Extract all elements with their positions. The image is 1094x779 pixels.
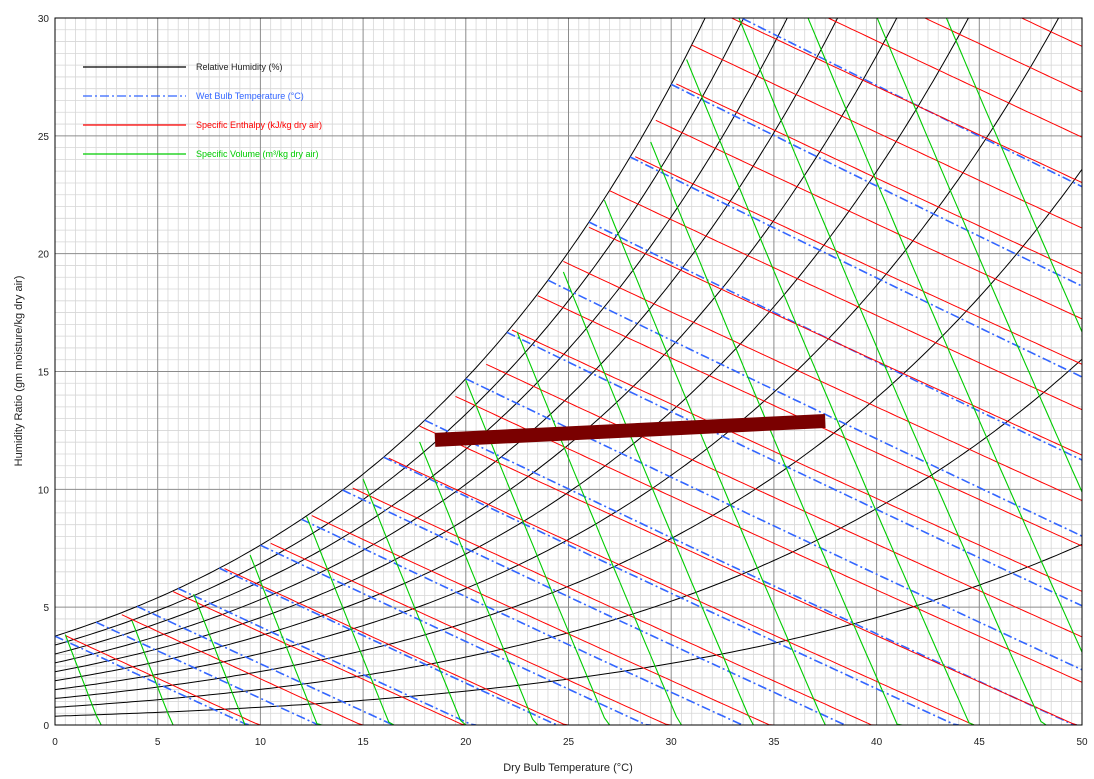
enthalpy-line [455,395,1082,683]
wet-bulb-line [670,83,1082,287]
enthalpy-line [730,18,1082,184]
rh-curve [55,18,706,637]
annotations [434,413,826,447]
rh-curve [55,18,839,664]
legend-label: Relative Humidity (%) [196,62,283,72]
x-axis-label: Dry Bulb Temperature (°C) [503,762,633,774]
wet-bulb-line [629,156,1082,378]
tick-labels: 0 5 10 15 20 25 30 35 40 45 50 0 5 10 15 20 25 30 [38,14,1088,748]
specific-volume-line [306,516,395,725]
legend: Relative Humidity (%) Wet Bulb Temperatur… [83,62,322,159]
y-axis-label: Humidity Ratio (gm moisture/kg dry air) [13,276,25,467]
rh-curve [55,18,969,682]
enthalpy-line [563,260,1082,502]
enthalpy-line [655,119,1082,320]
rh-curve [55,18,898,673]
y-tick-label: 0 [43,721,49,732]
legend-label: Specific Volume (m³/kg dry air) [196,149,319,159]
enthalpy-line [588,226,1082,456]
y-tick-label: 30 [38,14,50,25]
wet-bulb-line [95,621,323,725]
enthalpy-line [609,190,1082,411]
plot-frame [54,17,1083,726]
enthalpy-line [311,515,774,725]
legend-label: Wet Bulb Temperature (°C) [196,91,304,101]
wet-bulb-line [383,456,959,725]
x-tick-label: 40 [871,737,883,748]
enthalpy-line [923,18,1082,93]
specific-volume-line [131,620,174,725]
enthalpy-line [352,487,877,725]
wet-bulb-line [506,331,1082,607]
enthalpy-line [388,457,975,725]
specific-volume-line [64,634,102,725]
wet-bulb-line [547,279,1082,537]
specific-volume-line [249,554,323,725]
specific-volume-line [362,478,467,725]
enthalpy-line [827,18,1082,138]
rh-curve [55,543,1082,717]
x-tick-label: 20 [460,737,472,748]
rh-curve [55,18,745,646]
wet-bulb-line [739,18,1082,188]
wet-bulb-line [136,605,395,725]
specific-volume-line [516,331,682,725]
specific-volume-line [603,199,826,725]
specific-volume-line [686,59,975,725]
x-tick-label: 45 [974,737,986,748]
y-tick-label: 20 [38,250,50,261]
enthalpy-line [270,542,672,725]
process-line [434,413,826,447]
legend-label: Specific Enthalpy (kJ/kg dry air) [196,120,322,130]
enthalpy-line [676,83,1082,274]
specific-volume-line [193,593,246,725]
x-tick-label: 25 [563,737,575,748]
y-tick-label: 10 [38,485,50,496]
enthalpy-line [224,568,569,725]
specific-volume-line [807,18,1082,653]
x-tick-label: 15 [358,737,370,748]
enthalpy-line [172,591,466,725]
rh-curve [55,18,788,655]
wet-bulb-line [301,518,744,725]
x-tick-label: 5 [155,737,161,748]
enthalpy-line [65,635,261,725]
y-tick-label: 5 [43,603,49,614]
x-tick-label: 35 [768,737,780,748]
wet-bulb-line [55,635,251,725]
specific-volume-line [876,18,1082,493]
enthalpy-line [691,44,1082,229]
x-tick-label: 50 [1076,737,1088,748]
enthalpy-line [1020,18,1082,47]
x-tick-label: 0 [52,737,58,748]
curves [55,18,1082,725]
wet-bulb-line [424,419,1078,725]
x-tick-label: 30 [666,737,678,748]
specific-volume-line [650,141,903,725]
enthalpy-line [511,329,1082,592]
x-tick-label: 10 [255,737,267,748]
enthalpy-line [419,425,1078,725]
y-tick-label: 25 [38,132,50,143]
specific-volume-line [419,441,539,725]
specific-volume-line [738,18,1047,725]
wet-bulb-line [177,587,477,725]
wet-bulb-line [260,544,651,725]
wet-bulb-line [342,489,847,725]
specific-volume-line [562,271,754,725]
wet-bulb-line [218,567,559,725]
y-tick-label: 15 [38,368,50,379]
specific-volume-line [945,18,1082,333]
enthalpy-line [121,614,364,725]
enthalpy-line [635,156,1082,365]
